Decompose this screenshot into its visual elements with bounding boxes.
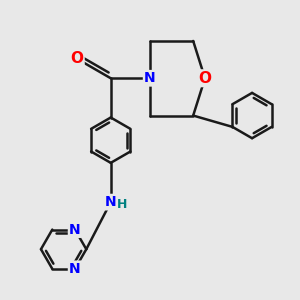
Text: N: N: [144, 71, 156, 85]
Text: O: O: [199, 71, 212, 86]
Text: O: O: [70, 51, 83, 66]
Text: N: N: [105, 195, 117, 209]
Text: N: N: [69, 262, 81, 276]
Text: H: H: [116, 198, 127, 211]
Text: N: N: [69, 223, 81, 237]
